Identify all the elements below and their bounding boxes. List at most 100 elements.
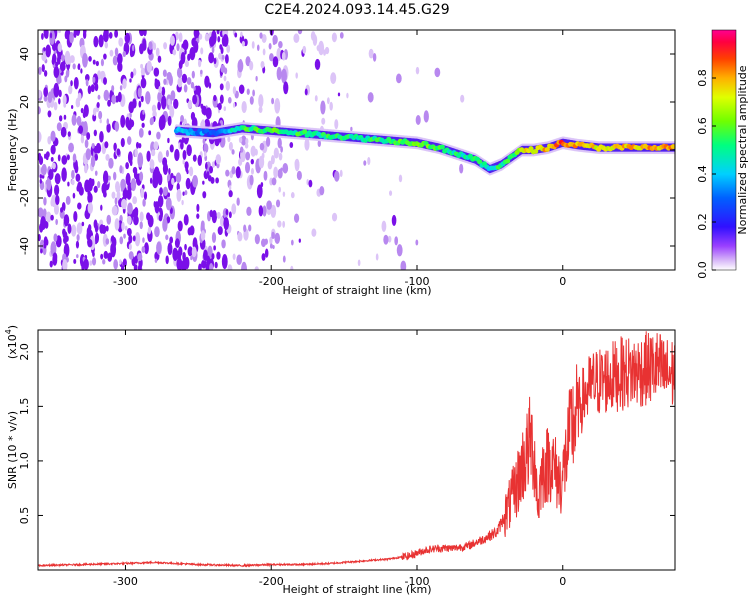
spectrogram-noise-cell — [45, 44, 51, 58]
y-tick-label: 1.5 — [18, 398, 31, 416]
spectrogram-noise-cell — [140, 77, 147, 89]
spectrogram-noise-cell — [134, 148, 138, 158]
spectrogram-noise-cell — [320, 100, 326, 115]
spectrogram-noise-cell — [337, 92, 341, 97]
spectrogram-noise-cell — [228, 141, 233, 151]
spectrogram-noise-cell — [273, 147, 279, 159]
spectrogram-noise-cell — [318, 40, 325, 56]
spectrogram-noise-cell — [225, 169, 230, 177]
spectrogram-noise-cell — [225, 208, 229, 216]
spectrogram-noise-cell — [260, 60, 265, 69]
spectrogram-noise-cell — [295, 72, 298, 79]
spectrogram-noise-cell — [241, 40, 245, 47]
spectrogram-noise-cell — [133, 215, 139, 226]
spectrogram-noise-cell — [274, 98, 281, 114]
spectrogram-noise-cell — [217, 102, 222, 111]
spectrogram-noise-cell — [311, 228, 317, 237]
spectrogram-noise-cell — [269, 243, 273, 249]
spectrogram-noise-cell — [149, 177, 153, 184]
spectrogram-noise-cell — [203, 143, 209, 154]
spectrogram-noise-cell — [200, 230, 206, 241]
spectrogram-noise-cell — [118, 37, 124, 47]
spectrogram-noise-cell — [223, 217, 230, 230]
spectrogram-noise-cell — [58, 98, 61, 105]
spectrogram-noise-cell — [231, 166, 236, 175]
spectrogram-noise-cell — [128, 251, 134, 260]
spectrogram-noise-cell — [113, 259, 118, 270]
spectrogram-noise-cell — [190, 255, 193, 261]
spectrogram-noise-cell — [193, 30, 200, 39]
spectrogram-noise-cell — [48, 169, 54, 180]
spectrogram-noise-cell — [282, 255, 286, 263]
spectrogram-noise-cell — [221, 239, 226, 249]
spectrogram-noise-cell — [137, 87, 142, 98]
spectrogram-noise-cell — [330, 72, 337, 84]
spectrogram-noise-cell — [208, 82, 212, 89]
spectrogram-noise-cell — [183, 214, 189, 226]
spectrogram-noise-cell — [69, 55, 75, 64]
spectrogram-ridge-cell — [505, 158, 511, 164]
spectrogram-noise-cell — [218, 52, 222, 60]
spectrogram-noise-cell — [92, 257, 97, 266]
spectrogram-noise-cell — [113, 142, 117, 152]
spectrogram-noise-cell — [182, 39, 189, 51]
spectrogram-noise-cell — [91, 178, 95, 187]
spectrogram-noise-cell — [180, 114, 185, 123]
spectrogram-noise-cell — [261, 152, 265, 160]
spectrogram-noise-cell — [58, 89, 62, 98]
spectrogram-noise-cell — [271, 97, 275, 105]
spectrogram-noise-cell — [204, 33, 210, 42]
spectrogram-noise-cell — [243, 224, 247, 233]
spectrogram-noise-cell — [269, 236, 273, 245]
spectrogram-noise-cell — [304, 88, 308, 96]
spectrogram-noise-cell — [138, 30, 145, 37]
spectrogram-noise-cell — [165, 234, 169, 241]
spectrogram-noise-cell — [383, 234, 389, 245]
snr-x-axis-label: Height of straight line (km) — [282, 583, 431, 596]
spectrogram-noise-cell — [96, 102, 100, 109]
spectrogram-noise-cell — [187, 53, 191, 62]
spectrogram-noise-cell — [90, 155, 96, 168]
spectrogram-noise-cell — [122, 78, 127, 90]
spectrogram-noise-cell — [241, 101, 247, 114]
spectrogram-noise-cell — [38, 89, 42, 99]
colorbar-tick-label: 0.4 — [696, 165, 709, 183]
x-tick-label: -200 — [259, 275, 284, 288]
spectrogram-noise-cell — [168, 167, 171, 175]
spectrogram-noise-cell — [137, 263, 142, 270]
spectrogram-noise-cell — [54, 184, 60, 196]
spectrogram-noise-cell — [211, 30, 217, 45]
spectrogram-noise-cell — [157, 151, 163, 163]
spectrogram-noise-cell — [167, 98, 171, 106]
spectrogram-noise-cell — [201, 259, 207, 269]
spectrogram-noise-cell — [58, 115, 63, 122]
spectrogram-noise-cell — [70, 80, 73, 87]
spectrogram-noise-cell — [216, 251, 221, 260]
spectrogram-noise-cell — [119, 236, 124, 245]
spectrogram-noise-cell — [63, 114, 67, 120]
spectrogram-noise-cell — [281, 68, 287, 84]
spectrogram-noise-cell — [184, 190, 188, 196]
spectrogram-noise-cell — [114, 30, 119, 38]
spectrogram-noise-cell — [93, 35, 99, 48]
spectrogram-noise-cell — [133, 264, 138, 270]
spectrogram-noise-cell — [246, 88, 250, 95]
spectrogram-noise-cell — [76, 254, 79, 259]
y-tick-label: 0.5 — [18, 507, 31, 525]
spectrogram-noise-cell — [67, 181, 70, 187]
spectrogram-noise-cell — [215, 154, 222, 165]
spectrogram-noise-cell — [185, 166, 189, 173]
spectrogram-noise-cell — [221, 254, 228, 270]
spectrogram-noise-cell — [368, 48, 374, 59]
spectrogram-noise-cell — [312, 34, 318, 46]
spectrogram-noise-cell — [276, 66, 282, 81]
spectrogram-noise-cell — [47, 136, 52, 145]
spectrogram-noise-cell — [47, 91, 53, 104]
spectrogram-noise-cell — [50, 156, 54, 162]
spectrogram-noise-cell — [249, 61, 254, 71]
spectrogram-noise-cell — [236, 254, 242, 265]
spectrogram-noise-cell — [227, 136, 231, 143]
spectrogram-noise-cell — [101, 182, 107, 195]
spectrogram-noise-cell — [223, 75, 227, 82]
spectrogram-noise-cell — [105, 154, 110, 161]
